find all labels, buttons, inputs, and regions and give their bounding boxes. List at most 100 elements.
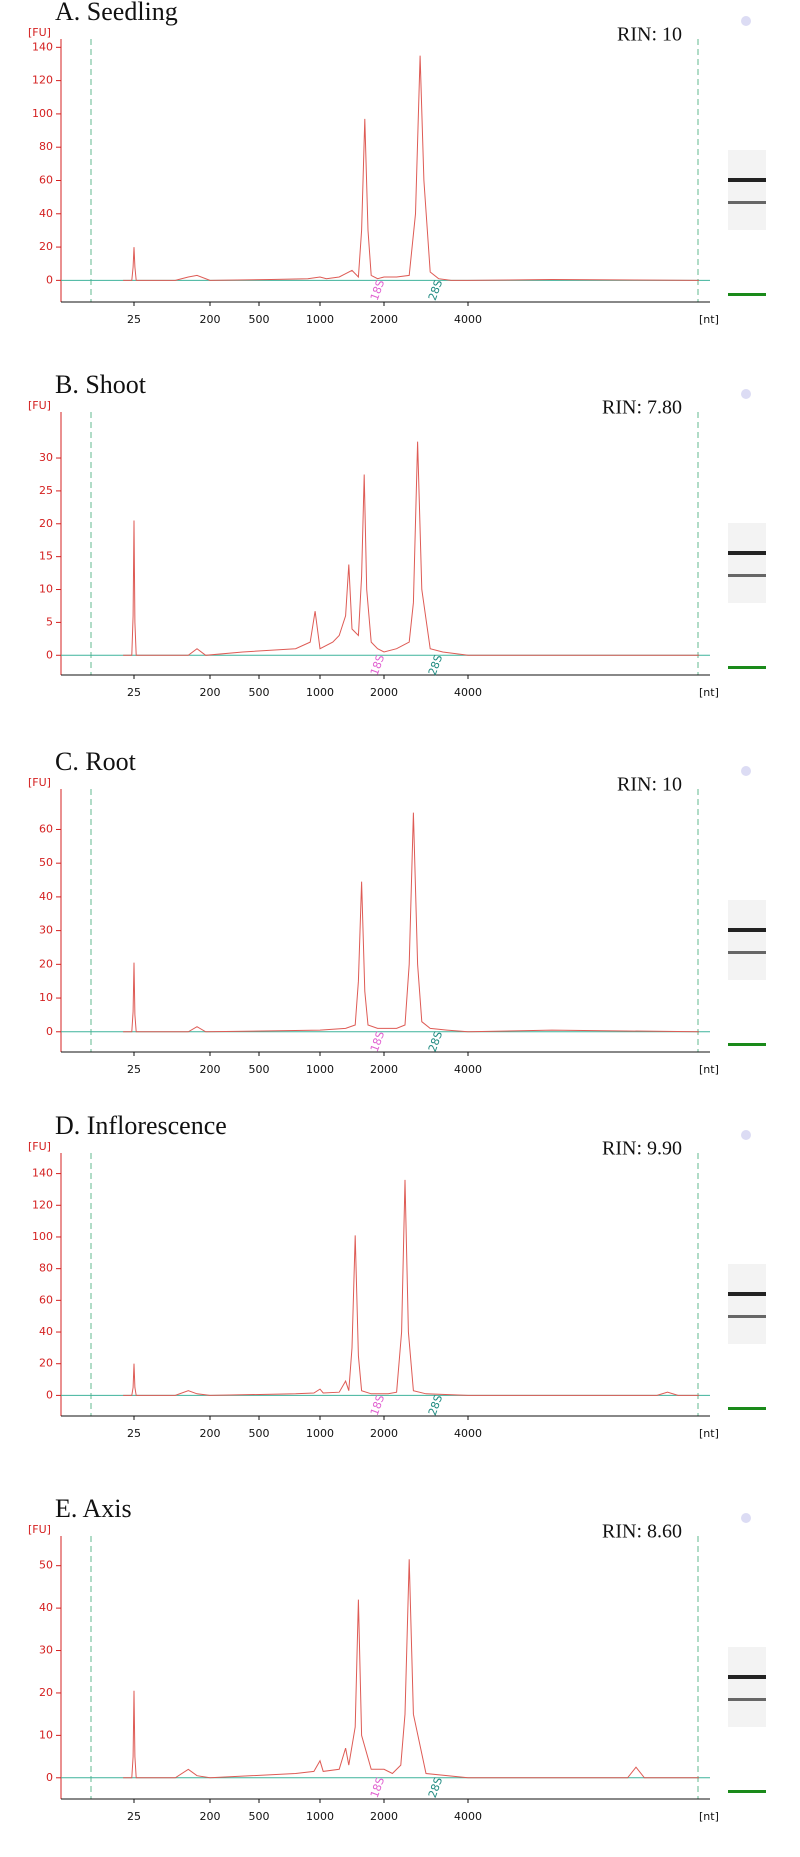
x-tick-label: 500 [249,1427,270,1440]
x-tick-label: 2000 [370,1063,398,1076]
gel-band [728,201,766,204]
rin-label: RIN: 10 [617,24,682,46]
y-tick-label: 10 [39,583,53,596]
gel-well [741,389,751,399]
gel-band [728,178,766,182]
gel-well [741,1130,751,1140]
y-tick-label: 25 [39,484,53,497]
y-axis-label: [FU] [28,776,51,789]
x-tick-label: 25 [127,686,141,699]
y-tick-label: 10 [39,1728,53,1741]
trace [123,1179,699,1396]
gel-well [741,1513,751,1523]
y-tick-label: 40 [39,207,53,220]
x-tick-label: 1000 [306,686,334,699]
y-tick-label: 20 [39,957,53,970]
y-tick-label: 0 [46,1025,53,1038]
trace [123,812,700,1033]
x-tick-label: 25 [127,1427,141,1440]
x-tick-label: 2000 [370,686,398,699]
x-tick-label: 4000 [454,686,482,699]
x-tick-label: 1000 [306,313,334,326]
x-tick-label: 1000 [306,1427,334,1440]
y-axis-label: [FU] [28,26,51,39]
x-tick-label: 4000 [454,1810,482,1823]
y-tick-label: 10 [39,991,53,1004]
x-axis-label: [nt] [699,313,719,326]
x-tick-label: 25 [127,1810,141,1823]
trace [123,441,699,656]
x-tick-label: 500 [249,313,270,326]
y-tick-label: 60 [39,1293,53,1306]
gel-band [728,928,766,932]
x-tick-label: 500 [249,1810,270,1823]
x-axis-label: [nt] [699,686,719,699]
rin-label: RIN: 10 [617,774,682,796]
gel-lane [728,523,766,603]
x-tick-label: 4000 [454,1063,482,1076]
peak-label: 28S [426,653,445,677]
y-tick-label: 0 [46,648,53,661]
y-tick-label: 40 [39,1601,53,1614]
y-tick-label: 120 [32,74,53,87]
panel-title: D. Inflorescence [55,1111,227,1140]
panel-title: B. Shoot [55,370,147,399]
gel-band [728,951,766,954]
y-tick-label: 40 [39,1325,53,1338]
peak-label: 28S [426,1393,445,1417]
x-tick-label: 4000 [454,1427,482,1440]
peak-label: 18S [368,1393,387,1417]
y-tick-label: 120 [32,1198,53,1211]
x-axis-label: [nt] [699,1810,719,1823]
y-tick-label: 60 [39,173,53,186]
x-tick-label: 25 [127,1063,141,1076]
x-axis-label: [nt] [699,1063,719,1076]
y-tick-label: 20 [39,517,53,530]
trace [123,1559,699,1779]
x-tick-label: 4000 [454,313,482,326]
rin-label: RIN: 9.90 [602,1138,682,1160]
gel-marker [728,666,766,669]
y-tick-label: 20 [39,1357,53,1370]
peak-label: 18S [368,278,387,302]
peak-label: 18S [368,1776,387,1800]
gel-lane [728,900,766,980]
y-axis-label: [FU] [28,1140,51,1153]
gel-marker [728,293,766,296]
trace [123,55,700,281]
x-tick-label: 1000 [306,1810,334,1823]
y-tick-label: 100 [32,1230,53,1243]
x-tick-label: 200 [200,1063,221,1076]
gel-well [741,766,751,776]
x-tick-label: 200 [200,686,221,699]
y-tick-label: 80 [39,1262,53,1275]
gel-band [728,1698,766,1701]
x-tick-label: 2000 [370,313,398,326]
x-tick-label: 25 [127,313,141,326]
y-axis-label: [FU] [28,1523,51,1536]
peak-label: 18S [368,1030,387,1054]
y-axis-label: [FU] [28,399,51,412]
y-tick-label: 20 [39,240,53,253]
panel-title: E. Axis [55,1494,132,1523]
x-axis-label: [nt] [699,1427,719,1440]
gel-band [728,1292,766,1296]
gel-lane [728,150,766,230]
rin-label: RIN: 8.60 [602,1521,682,1543]
x-tick-label: 2000 [370,1427,398,1440]
gel-band [728,1315,766,1318]
y-tick-label: 0 [46,1771,53,1784]
gel-marker [728,1790,766,1793]
gel-lane [728,1647,766,1727]
panel: D. Inflorescence RIN: 9.90 [FU] [nt] 0 20 40 60… [28,1111,766,1440]
y-tick-label: 140 [32,40,53,53]
y-tick-label: 80 [39,140,53,153]
y-tick-label: 40 [39,890,53,903]
y-tick-label: 0 [46,273,53,286]
x-tick-label: 500 [249,686,270,699]
y-tick-label: 50 [39,1559,53,1572]
y-tick-label: 0 [46,1388,53,1401]
peak-label: 28S [426,1776,445,1800]
y-tick-label: 50 [39,856,53,869]
